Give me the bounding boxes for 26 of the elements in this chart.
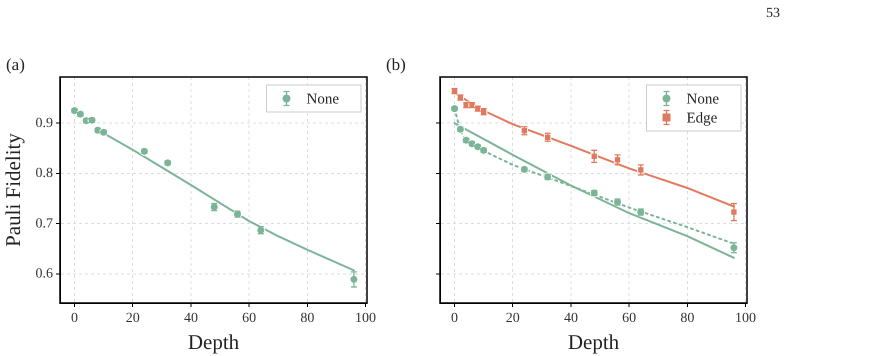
legend-label: None [306, 91, 340, 108]
x-tick-label: 40 [564, 311, 578, 326]
x-tick-label: 80 [300, 311, 314, 326]
x-tick-label: 80 [680, 311, 694, 326]
x-tick-label: 20 [126, 311, 140, 326]
x-tick-label: 100 [735, 311, 756, 326]
x-tick-label: 0 [451, 311, 458, 326]
x-axis-title: Depth [188, 330, 240, 354]
x-tick-label: 20 [506, 311, 520, 326]
x-tick-label: 60 [622, 311, 636, 326]
text: (b) [386, 55, 406, 75]
x-tick-label: 0 [71, 311, 78, 326]
y-tick-label: 0.6 [36, 266, 53, 282]
text: 53 [766, 6, 780, 22]
y-axis-title: Pauli Fidelity [1, 132, 26, 247]
point [730, 208, 738, 216]
text: (a) [6, 55, 25, 75]
y-tick-label: 0.7 [36, 216, 53, 232]
x-tick-label: 60 [242, 311, 256, 326]
x-tick-label: 40 [184, 311, 198, 326]
y-tick-label: 0.9 [36, 116, 53, 131]
legend-label: None [686, 91, 720, 108]
x-tick-label: 100 [355, 311, 376, 326]
x-axis-title: Depth [568, 330, 620, 354]
y-tick-label: 0.8 [36, 166, 53, 182]
legend-label: Edge [686, 110, 718, 126]
